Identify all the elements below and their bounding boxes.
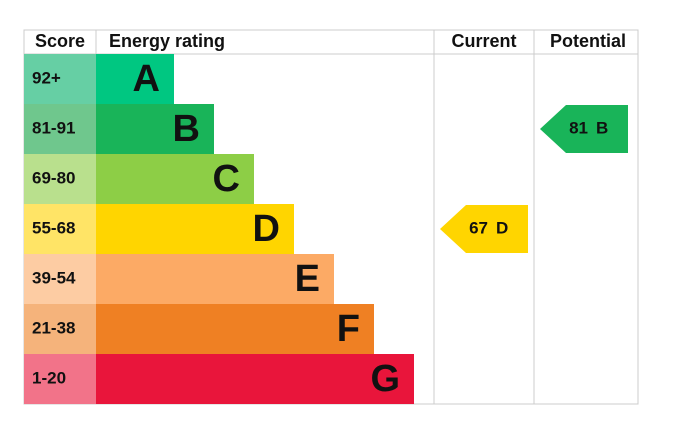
score-label: 92+ bbox=[32, 68, 61, 87]
band-letter: C bbox=[213, 158, 240, 200]
band-bar bbox=[96, 304, 374, 354]
band-letter: E bbox=[295, 258, 320, 300]
band-letter: D bbox=[253, 208, 280, 250]
band-bar bbox=[96, 254, 334, 304]
header-potential: Potential bbox=[550, 31, 626, 51]
band-letter: G bbox=[370, 358, 400, 400]
potential-score: 81 bbox=[569, 118, 588, 137]
potential-rating: B bbox=[596, 118, 608, 137]
current-rating: D bbox=[496, 218, 508, 237]
score-cell bbox=[24, 304, 96, 354]
band-bar bbox=[96, 354, 414, 404]
band-bar bbox=[96, 154, 254, 204]
band-bar bbox=[96, 204, 294, 254]
score-cell bbox=[24, 204, 96, 254]
header-current: Current bbox=[451, 31, 516, 51]
score-label: 69-80 bbox=[32, 168, 75, 187]
score-cell bbox=[24, 254, 96, 304]
score-label: 21-38 bbox=[32, 318, 75, 337]
score-cell bbox=[24, 354, 96, 404]
band-letter: F bbox=[337, 308, 360, 350]
score-cell bbox=[24, 154, 96, 204]
potential-arrow bbox=[540, 105, 628, 153]
score-cell bbox=[24, 54, 96, 104]
current-score: 67 bbox=[469, 218, 488, 237]
band-bar bbox=[96, 54, 174, 104]
score-label: 81-91 bbox=[32, 118, 75, 137]
band-letter: A bbox=[133, 58, 160, 100]
band-letter: B bbox=[173, 108, 200, 150]
score-label: 39-54 bbox=[32, 268, 76, 287]
score-cell bbox=[24, 104, 96, 154]
header-rating: Energy rating bbox=[109, 31, 225, 51]
band-bar bbox=[96, 104, 214, 154]
score-label: 1-20 bbox=[32, 368, 66, 387]
current-arrow bbox=[440, 205, 528, 253]
score-label: 55-68 bbox=[32, 218, 75, 237]
header-score: Score bbox=[35, 31, 85, 51]
